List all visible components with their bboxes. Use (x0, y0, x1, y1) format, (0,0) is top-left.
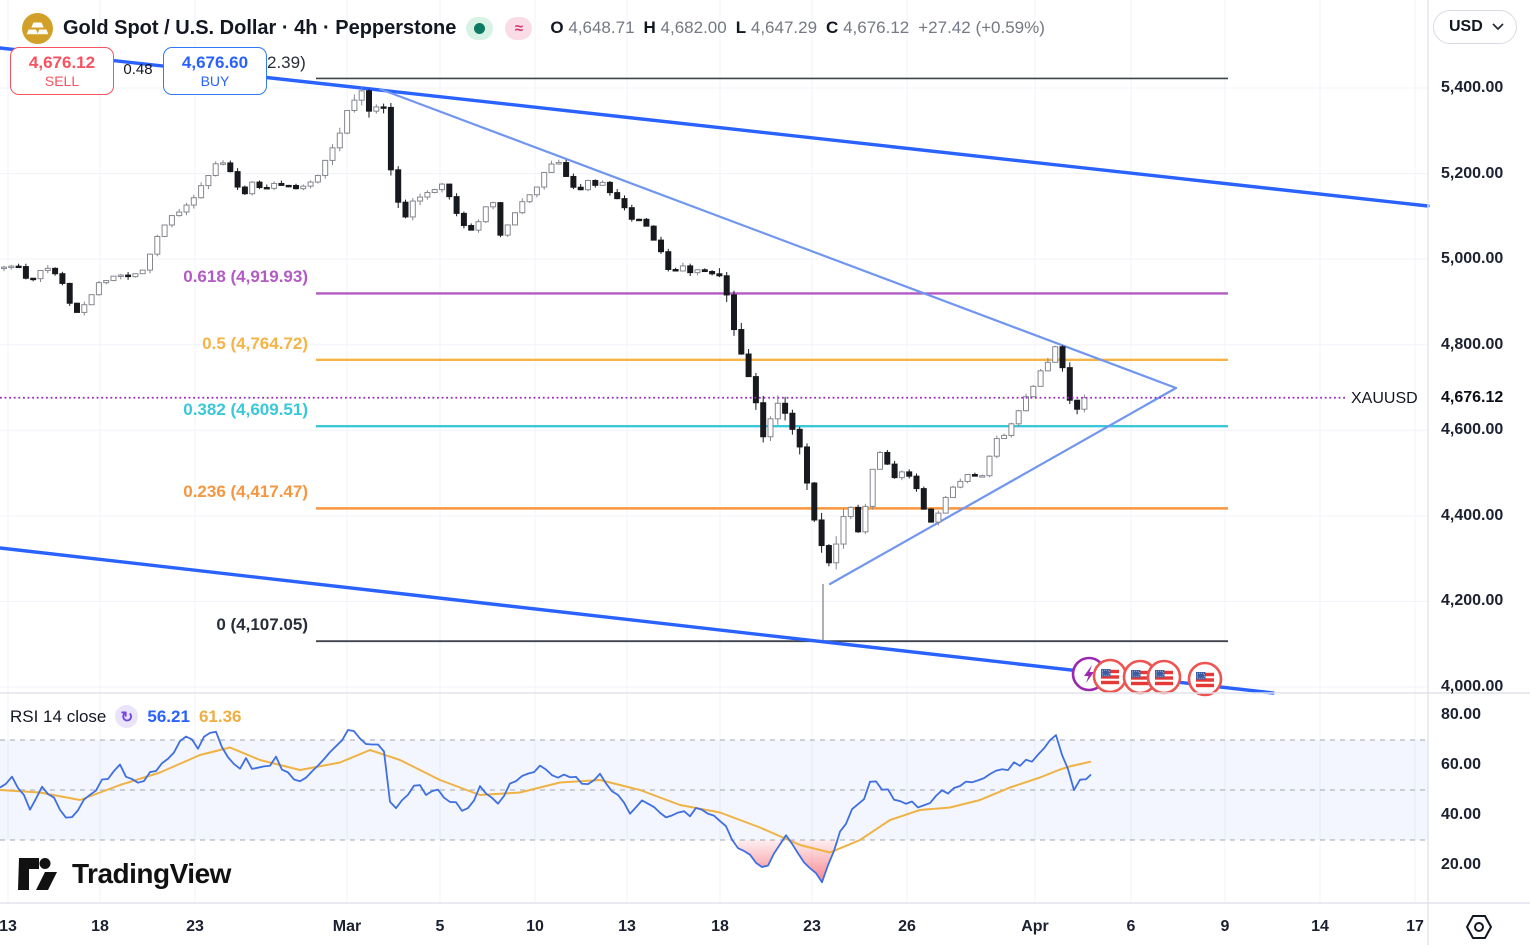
time-tick-label: 9 (1220, 918, 1230, 935)
fib-level-1-label-partial: 2.39) (267, 53, 306, 72)
tradingview-logo-icon (18, 858, 57, 890)
time-tick-label: 6 (1126, 918, 1136, 935)
time-tick-label: 5 (435, 918, 445, 935)
fib-level-label: 0.236 (4,417.47) (183, 482, 308, 502)
symbol-price-line-label: XAUUSD (1351, 390, 1418, 407)
rsi-tick-label: 40.00 (1441, 806, 1482, 823)
price-tick-label: 5,200.00 (1441, 164, 1504, 182)
rsi-value: 56.21 (147, 706, 190, 726)
time-tick-label: Mar (332, 918, 362, 935)
low-value: 4,647.29 (750, 18, 818, 37)
rsi-oversold-fill (792, 840, 840, 883)
spread-value: 0.48 (123, 61, 153, 78)
price-tick-label: 5,400.00 (1441, 79, 1504, 96)
fib-level-label: 0.382 (4,609.51) (183, 400, 308, 420)
buy-button[interactable]: 4,676.60 BUY (163, 47, 267, 95)
price-tick-label: 4,400.00 (1441, 506, 1504, 524)
time-tick-label: 18 (91, 918, 109, 935)
rsi-title[interactable]: RSI 14 close (10, 706, 107, 726)
close-value: 4,676.12 (843, 18, 910, 37)
rsi-ma-line[interactable] (0, 746, 1092, 854)
rsi-refresh-icon[interactable]: ↻ (115, 705, 139, 728)
rsi-tick-label: 60.00 (1441, 756, 1482, 773)
trendline-triangle-lower[interactable] (828, 386, 1178, 586)
price-tick-label: 4,200.00 (1441, 592, 1504, 610)
ohlc-readout: O 4,648.71 H 4,682.00 L 4,647.29 C 4,676… (550, 18, 1045, 37)
time-tick-label: 13 (0, 918, 17, 935)
current-price-label: 4,676.12 (1441, 388, 1504, 406)
time-tick-label: 14 (1311, 918, 1329, 935)
event-us-flag-icon[interactable] (1187, 661, 1223, 697)
buy-price: 4,676.60 (181, 53, 249, 73)
chart-header: Gold Spot / U.S. Dollar · 4h · Peppersto… (22, 11, 1045, 45)
candles (1, 86, 1088, 570)
rsi-pane (0, 729, 1428, 884)
rsi-oversold-fill (738, 840, 786, 867)
fib-level-label: 0.5 (4,764.72) (202, 333, 308, 353)
price-tick-label: 4,600.00 (1441, 421, 1504, 439)
price-tick-label: 4,800.00 (1441, 335, 1504, 353)
tradingview-logo[interactable]: TradingView (18, 855, 231, 893)
currency-selector[interactable]: USD (1433, 10, 1517, 44)
fib-retracement[interactable] (316, 77, 1228, 643)
sell-price: 4,676.12 (28, 53, 96, 73)
fib-level-label: 0.618 (4,919.93) (183, 267, 308, 287)
trendline-channel-bottom[interactable] (0, 546, 1275, 695)
time-tick-label: 10 (526, 918, 544, 935)
time-tick-label: 18 (711, 918, 729, 935)
rsi-line[interactable] (0, 729, 1092, 884)
time-tick-label: 23 (803, 918, 821, 935)
time-tick-label: Apr (1021, 918, 1049, 935)
hexagon-target-icon[interactable] (1462, 912, 1496, 942)
price-tick-label: 5,000.00 (1441, 250, 1504, 268)
gold-symbol-icon (22, 12, 53, 44)
symbol-title[interactable]: Gold Spot / U.S. Dollar · 4h · Peppersto… (63, 16, 457, 39)
rsi-tick-label: 80.00 (1441, 706, 1482, 723)
event-us-flag-icon[interactable] (1146, 659, 1182, 695)
fib-level-label: 0 (4,107.05) (216, 615, 308, 635)
fair-value-icon[interactable]: ≈ (505, 16, 533, 40)
trendline-triangle-upper[interactable] (378, 87, 1178, 390)
open-value: 4,648.71 (568, 18, 635, 37)
time-tick-label: 13 (618, 918, 636, 935)
event-us-flag-icon[interactable] (1092, 658, 1128, 694)
market-status-dot (474, 22, 486, 34)
rsi-tick-label: 20.00 (1441, 856, 1482, 873)
rsi-legend: RSI 14 close ↻ 56.21 61.36 (10, 705, 241, 728)
high-value: 4,682.00 (660, 18, 727, 37)
price-tick-label: 4,000.00 (1441, 678, 1504, 695)
chevron-down-icon (1492, 23, 1504, 30)
time-tick-label: 26 (898, 918, 916, 935)
change-value: +27.42 (+0.59%) (918, 18, 1045, 37)
market-status-pill[interactable] (466, 16, 494, 40)
time-tick-label: 17 (1406, 918, 1424, 935)
rsi-ma-value: 61.36 (198, 706, 242, 726)
time-tick-label: 23 (186, 918, 204, 935)
sell-button[interactable]: 4,676.12 SELL (10, 47, 114, 95)
